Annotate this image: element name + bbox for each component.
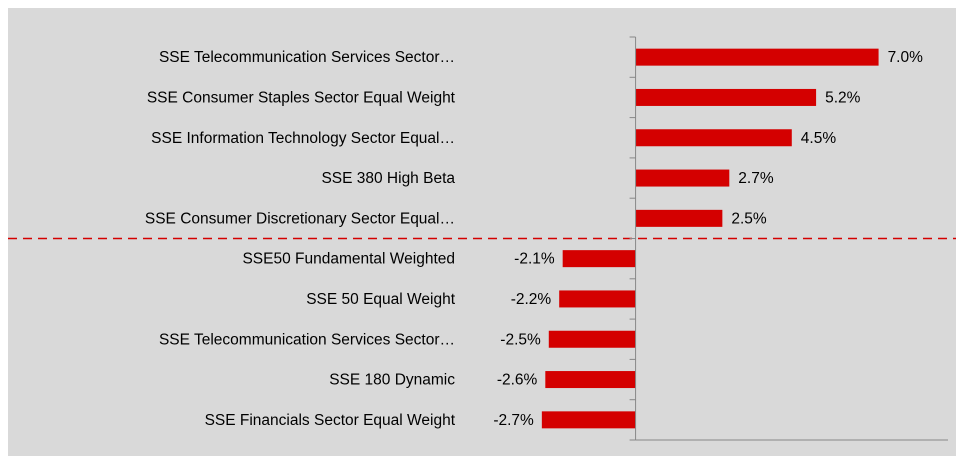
value-label: 7.0% <box>888 49 924 66</box>
category-label: SSE Telecommunication Services Sector… <box>159 331 455 348</box>
value-label: -2.1% <box>514 251 555 268</box>
category-label: SSE 50 Equal Weight <box>306 291 455 308</box>
bar <box>635 48 879 66</box>
value-label: -2.2% <box>511 291 552 308</box>
category-label: SSE 180 Dynamic <box>329 372 455 389</box>
value-label: -2.6% <box>497 372 538 389</box>
value-label: -2.5% <box>500 331 541 348</box>
bar <box>548 330 636 348</box>
value-label: 2.7% <box>738 170 774 187</box>
bar <box>635 169 730 187</box>
bar <box>559 290 636 308</box>
category-label: SSE Consumer Discretionary Sector Equal… <box>145 210 455 227</box>
value-label: 4.5% <box>801 130 837 147</box>
bar <box>562 250 636 268</box>
bar <box>635 209 723 227</box>
category-label: SSE Consumer Staples Sector Equal Weight <box>147 90 456 107</box>
bar <box>635 129 792 147</box>
bar <box>635 88 817 106</box>
bar <box>545 371 636 389</box>
value-label: 5.2% <box>825 90 861 107</box>
category-label: SSE Information Technology Sector Equal… <box>151 130 455 147</box>
value-label: -2.7% <box>493 412 534 429</box>
value-label: 2.5% <box>731 210 767 227</box>
chart-background <box>8 8 956 456</box>
category-label: SSE Financials Sector Equal Weight <box>205 412 456 429</box>
category-label: SSE50 Fundamental Weighted <box>242 251 455 268</box>
bar <box>541 411 636 429</box>
category-label: SSE Telecommunication Services Sector… <box>159 49 455 66</box>
category-label: SSE 380 High Beta <box>321 170 455 187</box>
